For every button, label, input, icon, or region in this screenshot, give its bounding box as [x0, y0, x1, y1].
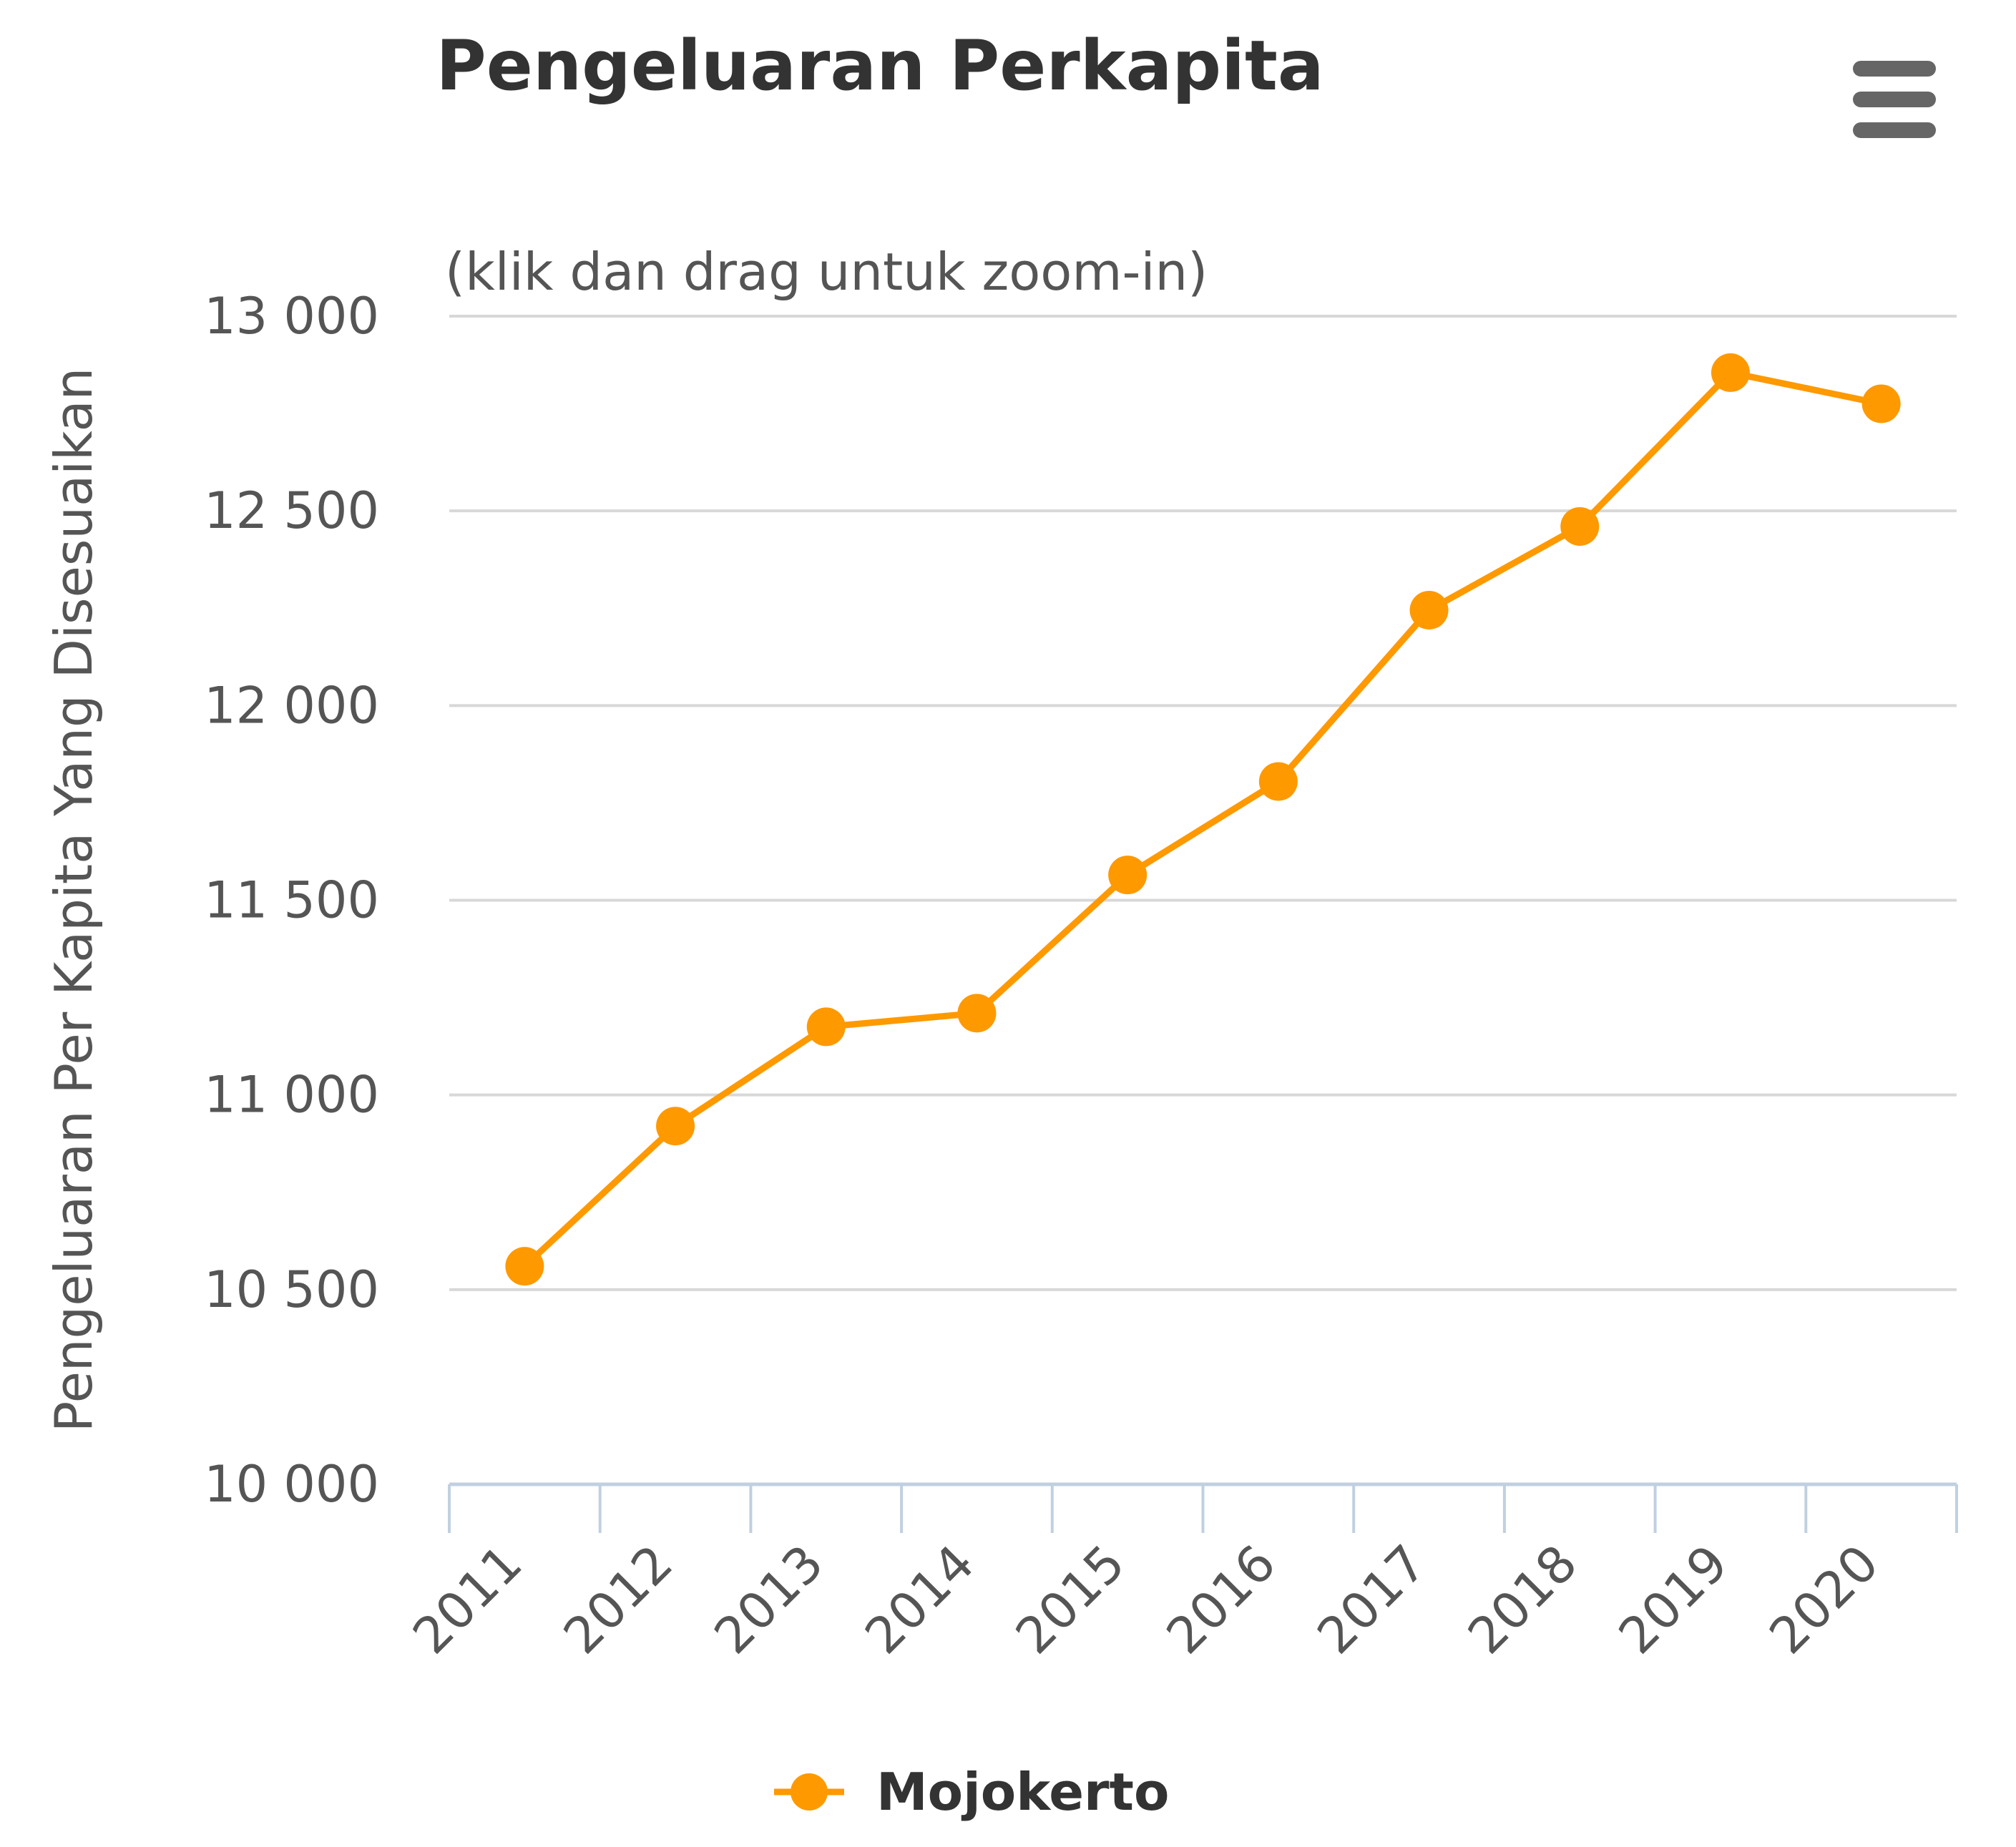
y-tick-label: 12 000: [204, 676, 379, 735]
data-point[interactable]: [1108, 856, 1148, 895]
data-point[interactable]: [1409, 590, 1449, 629]
x-axis: 2011 2012 2013 2014 2015 2016 2017 2018 2019 2020: [401, 1482, 1958, 1665]
data-point[interactable]: [1258, 762, 1298, 801]
grid: [449, 315, 1957, 1291]
data-point[interactable]: [656, 1107, 695, 1146]
data-point[interactable]: [806, 1007, 846, 1047]
legend-label[interactable]: Mojokerto: [876, 1762, 1169, 1822]
series-layer: [505, 353, 1901, 1286]
data-point[interactable]: [1861, 384, 1901, 423]
data-point[interactable]: [1711, 353, 1750, 392]
y-tick-label: 10 000: [204, 1455, 379, 1514]
x-tick-label: 2020: [1758, 1534, 1890, 1665]
x-tick-label: 2015: [1004, 1534, 1136, 1665]
chart-subtitle: (klik dan drag untuk zoom-in): [445, 242, 1208, 302]
series-line: [521, 369, 1885, 1270]
x-tick-label: 2011: [401, 1534, 533, 1665]
y-tick-label: 10 500: [204, 1260, 379, 1319]
y-tick-label: 11 500: [204, 871, 379, 930]
y-axis: 10 000 10 500 11 000 11 500 12 000 12 500 13 0…: [204, 287, 379, 1514]
menu-icon[interactable]: [1853, 61, 1936, 138]
chart-title: Pengeluaran Perkapita: [436, 26, 1323, 106]
y-tick-label: 11 000: [204, 1066, 379, 1125]
x-tick-label: 2018: [1457, 1534, 1588, 1665]
legend[interactable]: Mojokerto: [774, 1762, 1169, 1822]
x-tick-label: 2012: [552, 1534, 684, 1665]
data-point[interactable]: [957, 994, 997, 1033]
data-point[interactable]: [505, 1247, 544, 1286]
y-tick-label: 13 000: [204, 287, 379, 346]
x-tick-label: 2013: [703, 1534, 835, 1665]
x-tick-label: 2019: [1608, 1534, 1739, 1665]
data-point[interactable]: [1560, 506, 1600, 546]
x-tick-label: 2016: [1155, 1534, 1287, 1665]
x-tick-label: 2014: [854, 1534, 986, 1665]
y-tick-label: 12 500: [204, 481, 379, 540]
y-axis-label: Pengeluaran Per Kapita Yang Disesuaikan: [44, 368, 104, 1433]
legend-swatch-marker: [791, 1773, 828, 1811]
x-tick-label: 2017: [1306, 1534, 1438, 1665]
